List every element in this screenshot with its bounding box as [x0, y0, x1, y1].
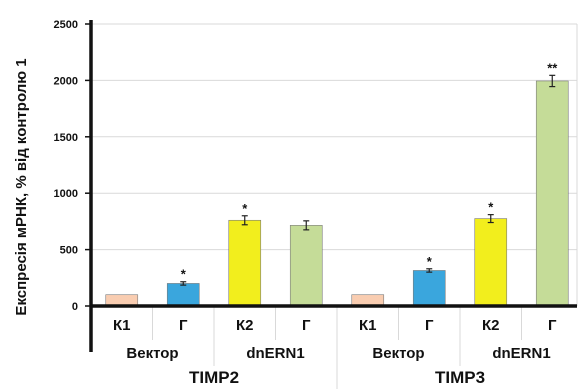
- y-tick-label: 1000: [54, 188, 78, 200]
- category-label: К1: [113, 317, 131, 334]
- group-label: TIMP3: [435, 368, 485, 387]
- bar: [228, 219, 262, 307]
- y-tick-label: 500: [60, 245, 78, 257]
- subgroup-label: Вектор: [372, 345, 424, 362]
- category-label: К1: [359, 317, 377, 334]
- category-label: Г: [425, 317, 434, 334]
- significance-mark: *: [488, 200, 494, 215]
- category-label: Г: [302, 317, 311, 334]
- y-tick-label: 0: [72, 301, 78, 313]
- y-tick-label: 2000: [54, 75, 78, 87]
- category-label: К2: [482, 317, 500, 334]
- significance-mark: *: [242, 201, 248, 216]
- subgroup-label: dnERN1: [246, 345, 304, 362]
- category-label: К2: [236, 317, 254, 334]
- bars: [105, 74, 569, 307]
- bar: [412, 270, 446, 307]
- group-label: TIMP2: [189, 368, 239, 387]
- subgroup-label: Вектор: [126, 345, 178, 362]
- axes: [85, 20, 577, 352]
- bar: [474, 218, 508, 307]
- significance-mark: *: [181, 267, 187, 282]
- subgroup-label: dnERN1: [492, 345, 550, 362]
- category-label: Г: [548, 317, 557, 334]
- bar: [535, 80, 569, 307]
- y-axis-label: Експресія мРНК, % від контролю 1: [13, 58, 30, 315]
- bar: [289, 225, 323, 307]
- significance-mark: *: [427, 254, 433, 269]
- gridlines: [91, 23, 578, 389]
- significance-mark: **: [547, 60, 558, 75]
- category-label: Г: [179, 317, 188, 334]
- y-tick-label: 2500: [54, 19, 78, 31]
- y-tick-label: 1500: [54, 132, 78, 144]
- bar: [166, 283, 200, 307]
